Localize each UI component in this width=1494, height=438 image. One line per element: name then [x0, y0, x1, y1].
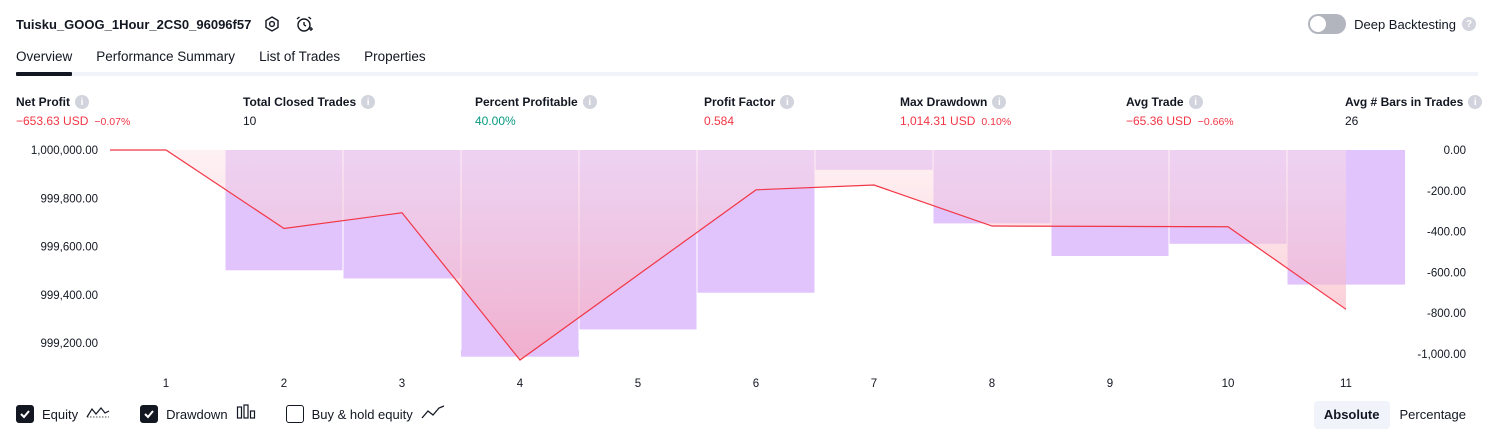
buy-hold-checkbox[interactable] [285, 405, 304, 423]
info-icon[interactable]: i [582, 95, 597, 109]
metric-value: 10 [243, 114, 257, 128]
legend-drawdown[interactable]: Drawdown [140, 403, 256, 425]
drawdown-bars-icon [236, 403, 256, 425]
metric-label: Avg Trade [1126, 95, 1184, 109]
left-axis-tick: 1,000,000.00 [31, 145, 98, 157]
absolute-button[interactable]: Absolute [1313, 401, 1390, 429]
x-axis-tick: 11 [1340, 378, 1352, 390]
strategy-header: Tuisku_GOOG_1Hour_2CS0_96096f57 [16, 12, 315, 36]
metric-percent: −0.07% [94, 116, 131, 128]
left-axis-tick: 999,800.00 [40, 193, 98, 205]
legend-label: Buy & hold equity [311, 406, 413, 422]
left-axis-tick: 999,200.00 [40, 338, 98, 350]
legend-label: Equity [42, 406, 79, 422]
x-axis-tick: 5 [635, 378, 641, 390]
x-axis-tick: 2 [281, 378, 287, 390]
metric-value: 0.584 [704, 114, 735, 128]
buy-hold-line-icon [421, 404, 445, 425]
info-icon[interactable]: i [780, 95, 795, 109]
right-axis-tick: -400.00 [1427, 227, 1466, 239]
info-icon[interactable]: i [75, 95, 89, 109]
chart-svg: 1,000,000.00 999,800.00 999,600.00 999,400.… [31, 145, 1466, 390]
info-icon[interactable]: i [1188, 95, 1203, 109]
tab-list-of-trades[interactable]: List of Trades [259, 49, 341, 64]
deep-backtesting-toggle[interactable] [1308, 14, 1347, 34]
tab-properties[interactable]: Properties [364, 49, 426, 64]
deep-backtesting: Deep Backtesting ? [1308, 12, 1476, 36]
metric-percent-profitable: Percent Profitable i 40.00% [475, 94, 597, 128]
tab-overview[interactable]: Overview [16, 44, 73, 76]
strategy-title: Tuisku_GOOG_1Hour_2CS0_96096f57 [16, 16, 252, 32]
info-icon[interactable]: i [992, 95, 1007, 109]
metric-avg-trade: Avg Trade i −65.36 USD −0.66% [1126, 94, 1234, 128]
right-axis-tick: -200.00 [1427, 186, 1466, 198]
chart-legend: Equity Drawdown Buy & hold equity [16, 403, 475, 425]
metric-profit-factor: Profit Factor i 0.584 [704, 94, 795, 128]
metric-label: Net Profit [16, 95, 70, 109]
metric-value: 40.00% [475, 114, 516, 128]
drawdown-checkbox[interactable] [140, 405, 159, 423]
tab-bar: Overview Performance Summary List of Tra… [16, 44, 1478, 76]
metric-label: Max Drawdown [900, 95, 988, 109]
info-icon[interactable]: i [1468, 95, 1483, 109]
metric-value: −653.63 USD [16, 114, 89, 128]
legend-buy-hold[interactable]: Buy & hold equity [285, 404, 445, 425]
legend-label: Drawdown [166, 406, 228, 422]
help-icon[interactable]: ? [1462, 17, 1476, 31]
x-axis-tick: 6 [753, 378, 759, 390]
metric-net-profit: Net Profit i −653.63 USD −0.07% [16, 94, 130, 128]
scale-toggle: Absolute Percentage [1313, 401, 1476, 429]
metric-percent: −0.66% [1197, 116, 1234, 128]
x-axis-tick: 3 [399, 378, 405, 390]
x-axis-tick: 8 [989, 378, 995, 390]
x-axis-tick: 10 [1222, 378, 1235, 390]
left-axis-tick: 999,600.00 [40, 242, 98, 254]
right-axis-tick: -1,000.00 [1417, 349, 1466, 361]
equity-drawdown-chart: 1,000,000.00 999,800.00 999,600.00 999,400.… [0, 138, 1494, 394]
metric-total-closed-trades: Total Closed Trades i 10 [243, 94, 376, 128]
right-axis-tick: -600.00 [1427, 267, 1466, 279]
metric-value: −65.36 USD [1126, 114, 1192, 128]
x-axis-tick: 1 [163, 378, 169, 390]
metric-label: Percent Profitable [475, 95, 578, 109]
equity-line [110, 149, 1347, 361]
equity-line-icon [86, 404, 110, 425]
settings-icon[interactable] [261, 13, 283, 35]
tab-performance-summary[interactable]: Performance Summary [96, 49, 236, 64]
metric-avg-bars-in-trades: Avg # Bars in Trades i 26 [1345, 94, 1483, 128]
equity-checkbox[interactable] [16, 405, 34, 423]
x-axis-tick: 4 [517, 378, 524, 390]
right-axis-tick: 0.00 [1444, 145, 1466, 157]
x-axis-tick: 9 [1107, 378, 1113, 390]
percentage-button[interactable]: Percentage [1399, 407, 1467, 422]
deep-backtesting-label: Deep Backtesting [1354, 16, 1456, 32]
x-axis-tick: 7 [871, 378, 877, 390]
metric-percent: 0.10% [981, 116, 1012, 128]
metric-label: Profit Factor [704, 95, 776, 109]
left-axis-tick: 999,400.00 [40, 290, 98, 302]
right-axis-tick: -800.00 [1427, 308, 1466, 320]
equity-area [110, 150, 1346, 360]
metric-max-drawdown: Max Drawdown i 1,014.31 USD 0.10% [900, 94, 1011, 128]
legend-equity[interactable]: Equity [16, 404, 110, 425]
metric-label: Total Closed Trades [243, 95, 357, 109]
metric-label: Avg # Bars in Trades [1345, 95, 1464, 109]
info-icon[interactable]: i [361, 95, 376, 109]
metric-value: 26 [1345, 114, 1359, 128]
metric-value: 1,014.31 USD [900, 114, 976, 128]
add-alert-icon[interactable] [293, 13, 315, 35]
